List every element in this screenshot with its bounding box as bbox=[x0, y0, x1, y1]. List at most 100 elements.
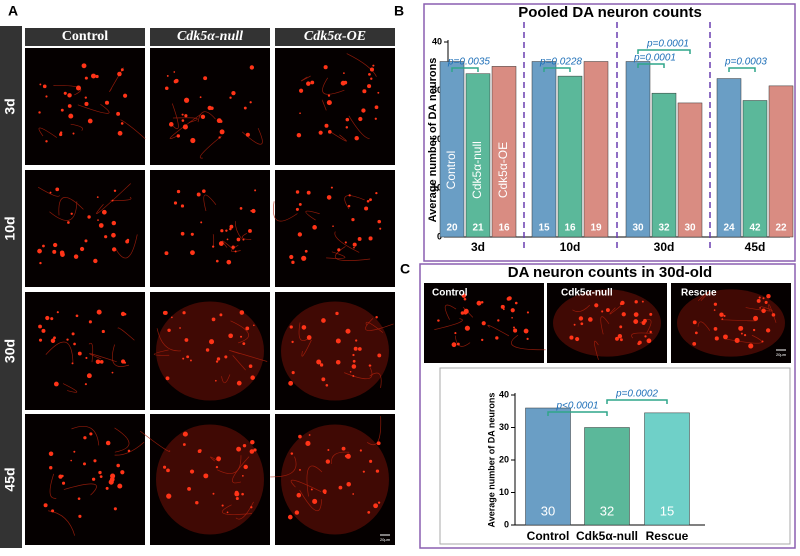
neuron-signal bbox=[250, 439, 255, 445]
neurite bbox=[331, 451, 350, 464]
neuron-signal bbox=[186, 355, 190, 359]
y-tick-label: 0 bbox=[504, 519, 509, 529]
micrograph bbox=[25, 414, 145, 545]
x-tick-label: Control bbox=[527, 529, 570, 543]
neuron-signal bbox=[621, 312, 626, 317]
tissue-glow bbox=[677, 289, 785, 357]
neuron-signal bbox=[210, 106, 214, 110]
neuron-signal bbox=[369, 364, 372, 367]
neuron-signal bbox=[310, 488, 313, 491]
neuron-signal bbox=[463, 308, 469, 314]
neuron-signal bbox=[369, 198, 372, 202]
significance-bracket bbox=[606, 399, 668, 404]
neuron-signal bbox=[359, 449, 362, 452]
neurite bbox=[153, 349, 170, 356]
neuron-signal bbox=[352, 353, 355, 357]
neuron-signal bbox=[615, 336, 619, 341]
neuron-signal bbox=[95, 359, 101, 364]
neuron-signal bbox=[117, 71, 122, 77]
neuron-signal bbox=[228, 333, 233, 339]
neuron-signal bbox=[357, 237, 362, 241]
neuron-signal bbox=[437, 319, 440, 322]
neuron-signal bbox=[523, 328, 529, 334]
neuron-signal bbox=[713, 327, 718, 331]
neuron-signal bbox=[196, 192, 201, 197]
neuron-signal bbox=[304, 249, 308, 253]
neurite bbox=[326, 251, 346, 259]
neuron-signal bbox=[98, 223, 104, 228]
neurite bbox=[140, 430, 171, 452]
neuron-signal bbox=[113, 507, 117, 511]
neuron-signal bbox=[166, 468, 170, 473]
neuron-signal bbox=[42, 84, 47, 89]
neuron-signal bbox=[236, 237, 241, 242]
neuron-signal bbox=[358, 116, 363, 122]
neuron-signal bbox=[87, 215, 91, 219]
neuron-signal bbox=[179, 327, 181, 329]
neuron-signal bbox=[312, 498, 318, 504]
neuron-signal bbox=[231, 90, 236, 96]
neuron-signal bbox=[620, 300, 625, 306]
neurite bbox=[203, 194, 217, 212]
panel-label: B bbox=[394, 3, 404, 19]
neuron-signal bbox=[182, 124, 188, 130]
row-label: 10d bbox=[2, 216, 18, 240]
neuron-signal bbox=[306, 81, 311, 86]
neuron-signal bbox=[353, 346, 358, 351]
n-label: 19 bbox=[590, 223, 602, 234]
neuron-signal bbox=[111, 371, 114, 374]
neuron-signal bbox=[734, 337, 740, 343]
row-strip bbox=[0, 26, 22, 548]
neuron-signal bbox=[766, 293, 771, 299]
neurite bbox=[241, 232, 252, 241]
neuron-signal bbox=[45, 140, 48, 143]
neurite bbox=[172, 117, 198, 123]
row-label: 45d bbox=[2, 467, 18, 491]
row-label: 30d bbox=[2, 339, 18, 363]
neuron-signal bbox=[104, 235, 108, 239]
neuron-signal bbox=[200, 114, 206, 119]
neuron-signal bbox=[721, 318, 724, 320]
neuron-signal bbox=[163, 310, 168, 315]
neuron-signal bbox=[56, 311, 59, 314]
neuron-signal bbox=[68, 113, 74, 119]
x-tick-label: Rescue bbox=[646, 529, 689, 543]
neurite bbox=[299, 489, 322, 511]
neuron-signal bbox=[738, 325, 744, 331]
y-tick-label: 40 bbox=[432, 36, 442, 46]
tissue-glow bbox=[281, 301, 389, 401]
neurite bbox=[58, 197, 84, 216]
neuron-signal bbox=[290, 452, 294, 455]
neuron-signal bbox=[219, 129, 225, 135]
significance-bracket bbox=[547, 411, 608, 416]
neuron-signal bbox=[345, 453, 351, 459]
neuron-signal bbox=[368, 73, 371, 76]
neuron-signal bbox=[507, 296, 512, 301]
neuron-signal bbox=[743, 334, 747, 337]
neurite bbox=[290, 479, 322, 493]
neuron-signal bbox=[236, 446, 242, 452]
legend-label: Control bbox=[444, 151, 458, 190]
neuron-signal bbox=[633, 312, 639, 317]
neuron-signal bbox=[205, 348, 210, 352]
neuron-signal bbox=[45, 95, 48, 98]
p-value: p<0.0001 bbox=[556, 401, 599, 412]
neuron-signal bbox=[376, 441, 381, 446]
neuron-signal bbox=[641, 320, 646, 326]
neuron-signal bbox=[327, 130, 332, 134]
neuron-signal bbox=[195, 500, 199, 505]
neuron-signal bbox=[111, 220, 117, 226]
neuron-signal bbox=[306, 190, 311, 195]
neuron-signal bbox=[120, 470, 125, 475]
neuron-signal bbox=[183, 97, 190, 103]
neuron-signal bbox=[355, 339, 358, 342]
neurite bbox=[322, 77, 345, 95]
n-label: 24 bbox=[723, 223, 735, 234]
neuron-signal bbox=[362, 470, 365, 473]
neuron-signal bbox=[377, 353, 382, 358]
neuron-signal bbox=[308, 434, 311, 436]
neuron-signal bbox=[63, 91, 67, 95]
significance-bracket bbox=[543, 67, 571, 72]
neuron-signal bbox=[120, 122, 124, 125]
neuron-signal bbox=[89, 432, 93, 436]
